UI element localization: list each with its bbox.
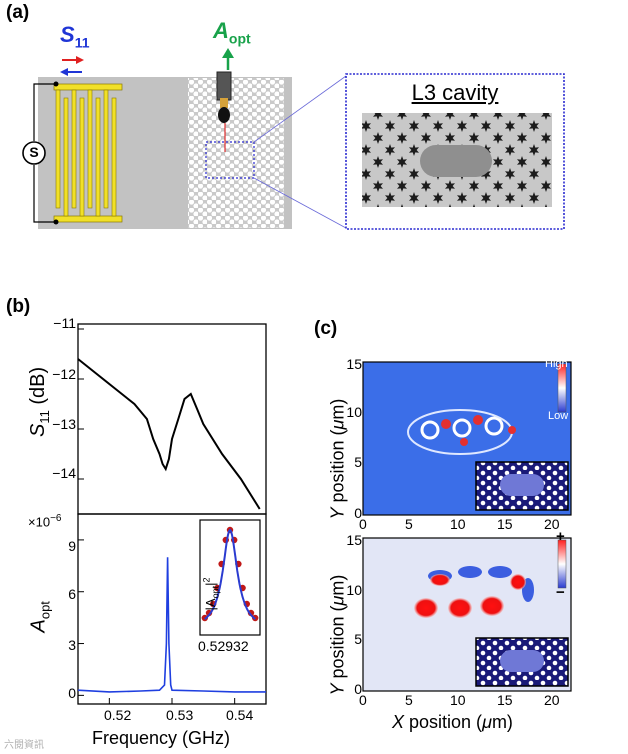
- c-bottom-ytick: 5: [354, 631, 362, 647]
- aopt-ytick: 9: [68, 538, 76, 554]
- c-bottom-ytick: 0: [354, 681, 362, 697]
- s11-ytick: −13: [52, 416, 76, 432]
- panel-a-label: (a): [6, 2, 30, 23]
- zoom-line-bottom: [253, 177, 347, 229]
- panel-b-plots: [77, 323, 267, 705]
- reverse-arrow-icon: [60, 68, 68, 76]
- aopt-ytick: 3: [68, 637, 76, 653]
- optical-probe: [216, 71, 232, 152]
- c-bottom-ytick: 15: [346, 532, 362, 548]
- forward-arrow-icon: [76, 56, 84, 64]
- panel-a-schematic: [22, 48, 565, 230]
- aopt-series-line: [77, 557, 266, 693]
- c-top-ytick: 5: [354, 454, 362, 470]
- c-top-ylabel: Y position (μm): [327, 398, 348, 520]
- watermark: 六閱資訊: [4, 740, 44, 751]
- idt-electrode: [53, 83, 123, 223]
- cavity-region: [205, 141, 255, 179]
- c-top-xtick: 0: [359, 516, 367, 532]
- aopt-label: Aopt: [213, 18, 251, 47]
- x-tick: 0.53: [166, 707, 194, 723]
- colorbar-high: High: [545, 358, 568, 370]
- panel-c-maps: [362, 361, 572, 692]
- c-bottom-ytick: 10: [346, 582, 362, 598]
- c-top-xtick: 5: [405, 516, 413, 532]
- colorbar-minus: −: [556, 584, 565, 601]
- c-bottom-xtick: 10: [450, 692, 466, 708]
- c-xlabel: X position (μm): [392, 712, 513, 732]
- c-top-xtick: 10: [450, 516, 466, 532]
- rf-source-icon: [22, 141, 46, 165]
- s11-label: S11: [60, 22, 90, 51]
- circuit-wires: [33, 83, 56, 223]
- x-tick: 0.54: [226, 707, 254, 723]
- c-bottom-xtick: 0: [359, 692, 367, 708]
- aopt-ylabel: Aopt: [27, 601, 53, 633]
- s11-ytick: −14: [52, 465, 76, 481]
- c-top-xtick: 15: [497, 516, 513, 532]
- inset-xtick: 0.52932: [198, 638, 249, 654]
- colorbar-low: Low: [548, 410, 569, 422]
- inset-fit-line: [204, 528, 256, 620]
- panel-c-label: (c): [314, 318, 338, 339]
- s11-ylabel: S11 (dB): [27, 366, 52, 437]
- inset-ylabel: |Aopt|2: [201, 577, 221, 611]
- intensity-hotspots: [441, 415, 516, 446]
- panel-b-label: (b): [6, 296, 31, 317]
- c-top-ytick: 10: [346, 404, 362, 420]
- source-symbol: S: [29, 144, 39, 160]
- colorbar-plus: +: [556, 528, 565, 545]
- c-top-ytick: 15: [346, 356, 362, 372]
- intensity-colorbar: [557, 363, 567, 413]
- aopt-ytick: 0: [68, 685, 76, 701]
- field-positive-lobes: [414, 574, 526, 618]
- s11-ytick: −11: [53, 315, 76, 331]
- emission-arrow-icon: [222, 48, 234, 58]
- b-xlabel: Frequency (GHz): [92, 728, 231, 748]
- l3-defect: [420, 145, 492, 177]
- aopt-exponent: ×10−6: [28, 513, 62, 530]
- c-top-ytick: 0: [354, 505, 362, 521]
- s11-ytick: −12: [52, 366, 76, 382]
- field-colorbar: [557, 539, 567, 589]
- c-top-xtick: 20: [544, 516, 560, 532]
- zoom-line-top: [253, 75, 347, 143]
- zoom-title: L3 cavity: [411, 80, 499, 105]
- c-bottom-xtick: 20: [544, 692, 560, 708]
- s11-axes-frame: [77, 323, 267, 515]
- c-bottom-xtick: 5: [405, 692, 413, 708]
- aopt-ytick: 6: [68, 586, 76, 602]
- x-tick: 0.52: [104, 707, 132, 723]
- c-bottom-xtick: 15: [497, 692, 513, 708]
- c-bottom-ylabel: Y position (μm): [327, 574, 348, 696]
- photonic-crystal: [188, 78, 284, 228]
- s11-series-line: [77, 358, 261, 510]
